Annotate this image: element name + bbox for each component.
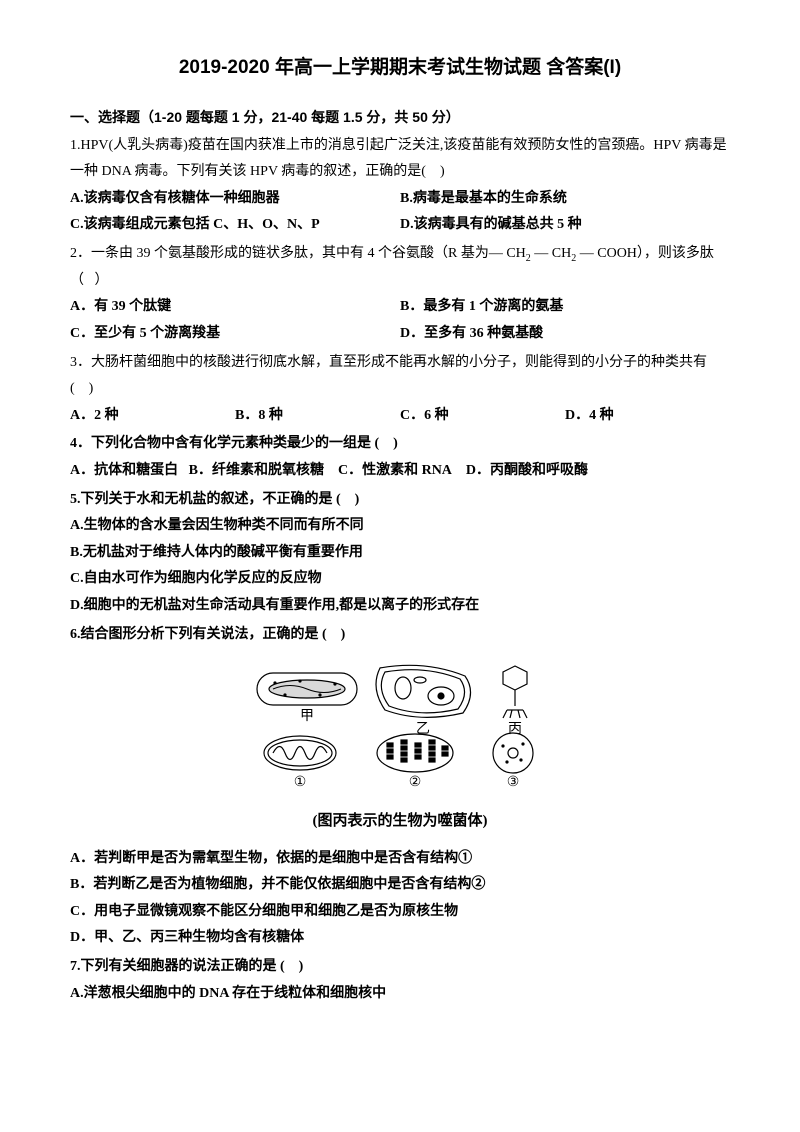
q5-option-d: D.细胞中的无机盐对生命活动具有重要作用,都是以离子的形式存在 bbox=[70, 593, 730, 620]
q6-option-d: D．甲、乙、丙三种生物均含有核糖体 bbox=[70, 925, 730, 952]
q5-option-b: B.无机盐对于维持人体内的酸碱平衡有重要作用 bbox=[70, 540, 730, 567]
q6-text: 6.结合图形分析下列有关说法，正确的是 ( ) bbox=[70, 622, 730, 649]
q7-option-a: A.洋葱根尖细胞中的 DNA 存在于线粒体和细胞核中 bbox=[70, 981, 730, 1008]
q3-text: 3．大肠杆菌细胞中的核酸进行彻底水解，直至形成不能再水解的小分子，则能得到的小分… bbox=[70, 350, 730, 403]
q2-option-b: B．最多有 1 个游离的氨基 bbox=[400, 294, 730, 321]
label-3: ③ bbox=[507, 775, 520, 790]
q1-text: 1.HPV(人乳头病毒)疫苗在国内获准上市的消息引起广泛关注,该疫苗能有效预防女… bbox=[70, 133, 730, 186]
question-2: 2．一条由 39 个氨基酸形成的链状多肽，其中有 4 个谷氨酸（R 基为— CH… bbox=[70, 241, 730, 348]
q4-option-a: A．抗体和糖蛋白 bbox=[70, 463, 178, 478]
q4-option-b: B．纤维素和脱氧核糖 bbox=[189, 463, 324, 478]
q1-option-a: A.该病毒仅含有核糖体一种细胞器 bbox=[70, 186, 400, 213]
question-5: 5.下列关于水和无机盐的叙述，不正确的是 ( ) A.生物体的含水量会因生物种类… bbox=[70, 487, 730, 620]
q2-option-a: A．有 39 个肽键 bbox=[70, 294, 400, 321]
q4-option-c: C．性激素和 RNA bbox=[338, 463, 452, 478]
q7-text: 7.下列有关细胞器的说法正确的是 ( ) bbox=[70, 954, 730, 981]
q4-option-d: D．丙酮酸和呼吸酶 bbox=[466, 463, 588, 478]
q5-option-c: C.自由水可作为细胞内化学反应的反应物 bbox=[70, 566, 730, 593]
label-1: ① bbox=[294, 775, 307, 790]
q2-option-d: D．至多有 36 种氨基酸 bbox=[400, 321, 730, 348]
q1-option-d: D.该病毒具有的碱基总共 5 种 bbox=[400, 212, 730, 239]
label-2: ② bbox=[409, 775, 422, 790]
question-7: 7.下列有关细胞器的说法正确的是 ( ) A.洋葱根尖细胞中的 DNA 存在于线… bbox=[70, 954, 730, 1007]
q3-option-d: D．4 种 bbox=[565, 403, 730, 430]
q4-text: 4．下列化合物中含有化学元素种类最少的一组是 ( ) bbox=[70, 431, 730, 458]
section-header: 一、选择题（1-20 题每题 1 分，21-40 每题 1.5 分，共 50 分… bbox=[70, 104, 730, 131]
q2-text: 2．一条由 39 个氨基酸形成的链状多肽，其中有 4 个谷氨酸（R 基为— CH… bbox=[70, 241, 730, 294]
label-bing: 丙 bbox=[508, 722, 522, 737]
question-6: 6.结合图形分析下列有关说法，正确的是 ( ) bbox=[70, 622, 730, 952]
page-title: 2019-2020 年高一上学期期末考试生物试题 含答案(I) bbox=[70, 50, 730, 86]
question-4: 4．下列化合物中含有化学元素种类最少的一组是 ( ) A．抗体和糖蛋白 B．纤维… bbox=[70, 431, 730, 484]
q1-option-c: C.该病毒组成元素包括 C、H、O、N、P bbox=[70, 212, 400, 239]
q6-option-a: A．若判断甲是否为需氧型生物，依据的是细胞中是否含有结构① bbox=[70, 846, 730, 873]
q6-option-b: B．若判断乙是否为植物细胞，并不能仅依据细胞中是否含有结构② bbox=[70, 872, 730, 899]
label-jia: 甲 bbox=[300, 709, 314, 724]
q3-option-c: C．6 种 bbox=[400, 403, 565, 430]
q6-option-c: C．用电子显微镜观察不能区分细胞甲和细胞乙是否为原核生物 bbox=[70, 899, 730, 926]
question-3: 3．大肠杆菌细胞中的核酸进行彻底水解，直至形成不能再水解的小分子，则能得到的小分… bbox=[70, 350, 730, 430]
q2-option-c: C．至少有 5 个游离羧基 bbox=[70, 321, 400, 348]
q6-caption: (图丙表示的生物为噬菌体) bbox=[70, 807, 730, 836]
question-1: 1.HPV(人乳头病毒)疫苗在国内获准上市的消息引起广泛关注,该疫苗能有效预防女… bbox=[70, 133, 730, 239]
q5-option-a: A.生物体的含水量会因生物种类不同而有所不同 bbox=[70, 513, 730, 540]
label-yi: 乙 bbox=[416, 721, 430, 737]
q3-option-a: A．2 种 bbox=[70, 403, 235, 430]
q1-option-b: B.病毒是最基本的生命系统 bbox=[400, 186, 730, 213]
q6-figure: 甲 乙 丙 ① ② ③ (图丙表示的生物为噬菌体) bbox=[70, 658, 730, 836]
q3-option-b: B．8 种 bbox=[235, 403, 400, 430]
q5-text: 5.下列关于水和无机盐的叙述，不正确的是 ( ) bbox=[70, 487, 730, 514]
